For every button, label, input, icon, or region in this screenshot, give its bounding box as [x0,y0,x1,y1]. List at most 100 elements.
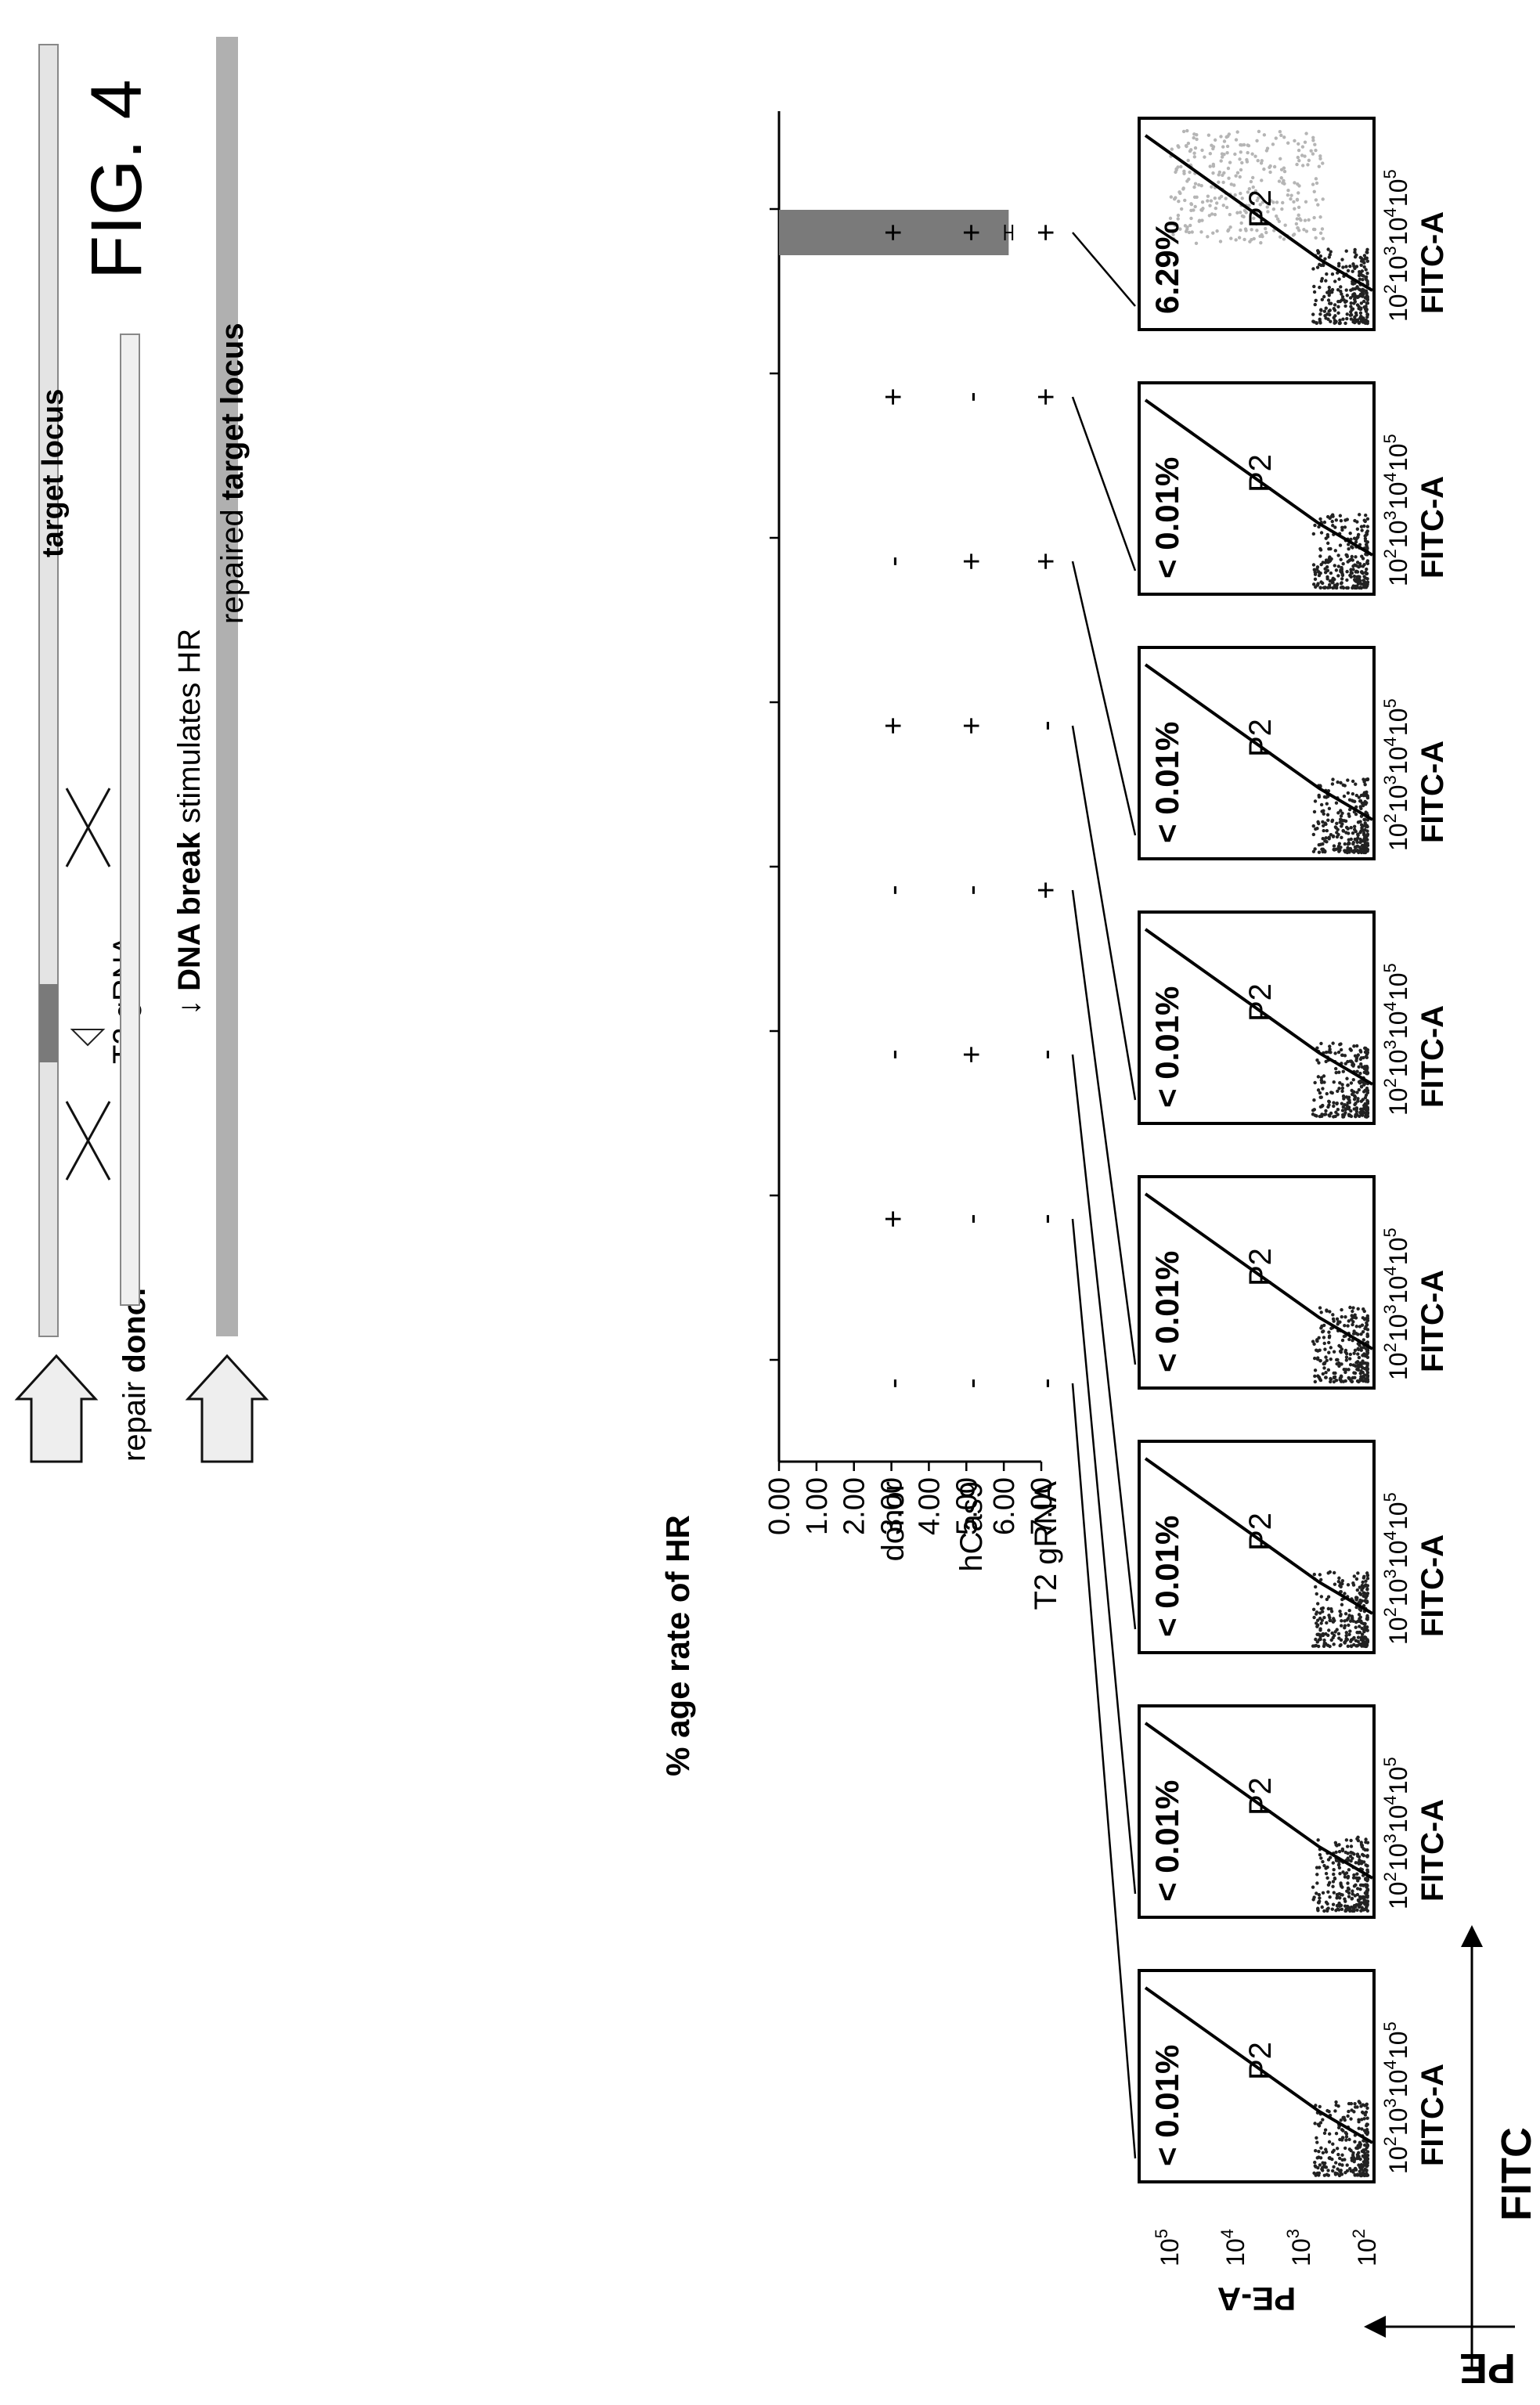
event-dot [1347,849,1352,853]
gate-p2 [1144,1192,1374,1350]
event-dot [1364,1093,1369,1098]
overall-y-label: PE [1459,2345,1516,2392]
event-dot [1311,1607,1316,1612]
event-dot [1354,1883,1358,1887]
x-tick-labels: 102 103 104 105 [1380,169,1412,322]
flow-plot: P2< 0.01% 102 103 104 105 FITC-A [1138,646,1450,860]
event-dot [1336,1089,1340,1094]
event-dot [1333,577,1336,582]
event-dot [1333,314,1337,318]
gated-event-dot [1252,236,1256,241]
event-dot [1312,290,1317,294]
event-dot [1317,1638,1322,1642]
event-dot [1322,824,1325,828]
event-dot [1318,319,1322,323]
event-dot [1325,1597,1329,1602]
gated-event-dot [1297,142,1300,146]
event-dot [1332,2148,1336,2152]
tick-exponent: 5 [1152,2229,1171,2238]
tick-exponent: 4 [1380,207,1400,217]
tick-exponent: 3 [1380,2098,1400,2108]
gated-event-dot [1193,204,1197,209]
flow-plot: P2< 0.01% 102 103 104 105 FITC-A [1138,381,1450,596]
event-dot [1312,1615,1316,1620]
gated-event-dot [1171,233,1175,236]
event-dot [1351,262,1355,266]
event-dot [1352,1903,1357,1908]
event-dot [1358,1624,1361,1628]
event-dot [1321,837,1325,841]
gated-event-dot [1272,164,1277,169]
gated-event-dot [1250,152,1254,156]
gated-event-dot [1211,171,1215,175]
leader-line [1071,1383,1137,2159]
gated-event-dot [1260,233,1264,237]
gated-event-dot [1192,155,1197,159]
gated-event-dot [1255,198,1259,203]
event-dot [1311,832,1316,837]
event-dot [1322,795,1327,799]
event-dot [1346,1881,1350,1885]
condition-value: - [954,391,989,402]
event-dot [1364,1579,1368,1583]
gated-event-dot [1264,226,1268,231]
gated-event-dot [1172,197,1177,201]
event-dot [1313,523,1317,528]
gated-event-dot [1213,138,1217,142]
event-dot [1339,1585,1343,1589]
y-tick-label: 1.00 [801,1477,834,1535]
grna-target-site [39,984,58,1062]
event-dot [1340,1053,1344,1058]
event-dot [1354,1861,1358,1865]
event-dot [1338,1609,1342,1614]
tick-exponent: 2 [1380,2136,1400,2146]
tick-exponent: 5 [1380,1228,1400,1237]
event-dot [1355,1837,1359,1841]
event-dot [1327,546,1331,551]
gated-event-dot [1297,184,1301,188]
event-dot [1355,2105,1359,2109]
event-dot [1365,1314,1370,1318]
event-dot [1317,795,1322,799]
event-dot [1322,828,1325,833]
event-dot [1365,1599,1369,1603]
gated-event-dot [1187,230,1192,235]
event-dot [1333,308,1337,312]
cell-population [1311,1041,1370,1119]
gated-event-dot [1249,179,1253,184]
event-dot [1337,1087,1341,1091]
event-dot [1318,517,1322,521]
event-dot [1323,821,1327,825]
event-dot [1346,1859,1351,1862]
x-tick-labels: 102 103 104 105 [1380,434,1412,586]
event-dot [1365,546,1369,550]
event-dot [1356,1099,1360,1103]
target-locus-arrow-icon [14,1354,99,1463]
event-dot [1347,814,1351,818]
event-dot [1340,811,1344,815]
event-dot [1318,1306,1322,1310]
leader-line [1071,561,1137,836]
gated-event-dot [1268,170,1272,175]
event-dot [1324,1866,1328,1870]
tick-base: 10 [1384,1314,1412,1342]
gated-event-dot [1179,164,1183,169]
event-dot [1322,2131,1327,2136]
event-dot [1332,1891,1336,1895]
event-dot [1365,1367,1370,1371]
event-dot [1319,1621,1323,1625]
gated-event-dot [1168,216,1173,221]
event-dot [1343,525,1347,529]
event-dot [1361,579,1365,582]
event-dot [1325,1309,1329,1313]
event-dot [1354,782,1358,786]
event-dot [1315,1618,1320,1622]
event-dot [1339,1590,1343,1594]
event-dot [1349,1081,1354,1085]
tick-base: 10 [1384,1805,1412,1833]
event-dot [1357,1365,1361,1369]
gated-event-dot [1303,218,1307,222]
gate-label: P2 [1243,983,1278,1022]
event-dot [1365,297,1370,302]
event-dot [1341,1115,1345,1119]
